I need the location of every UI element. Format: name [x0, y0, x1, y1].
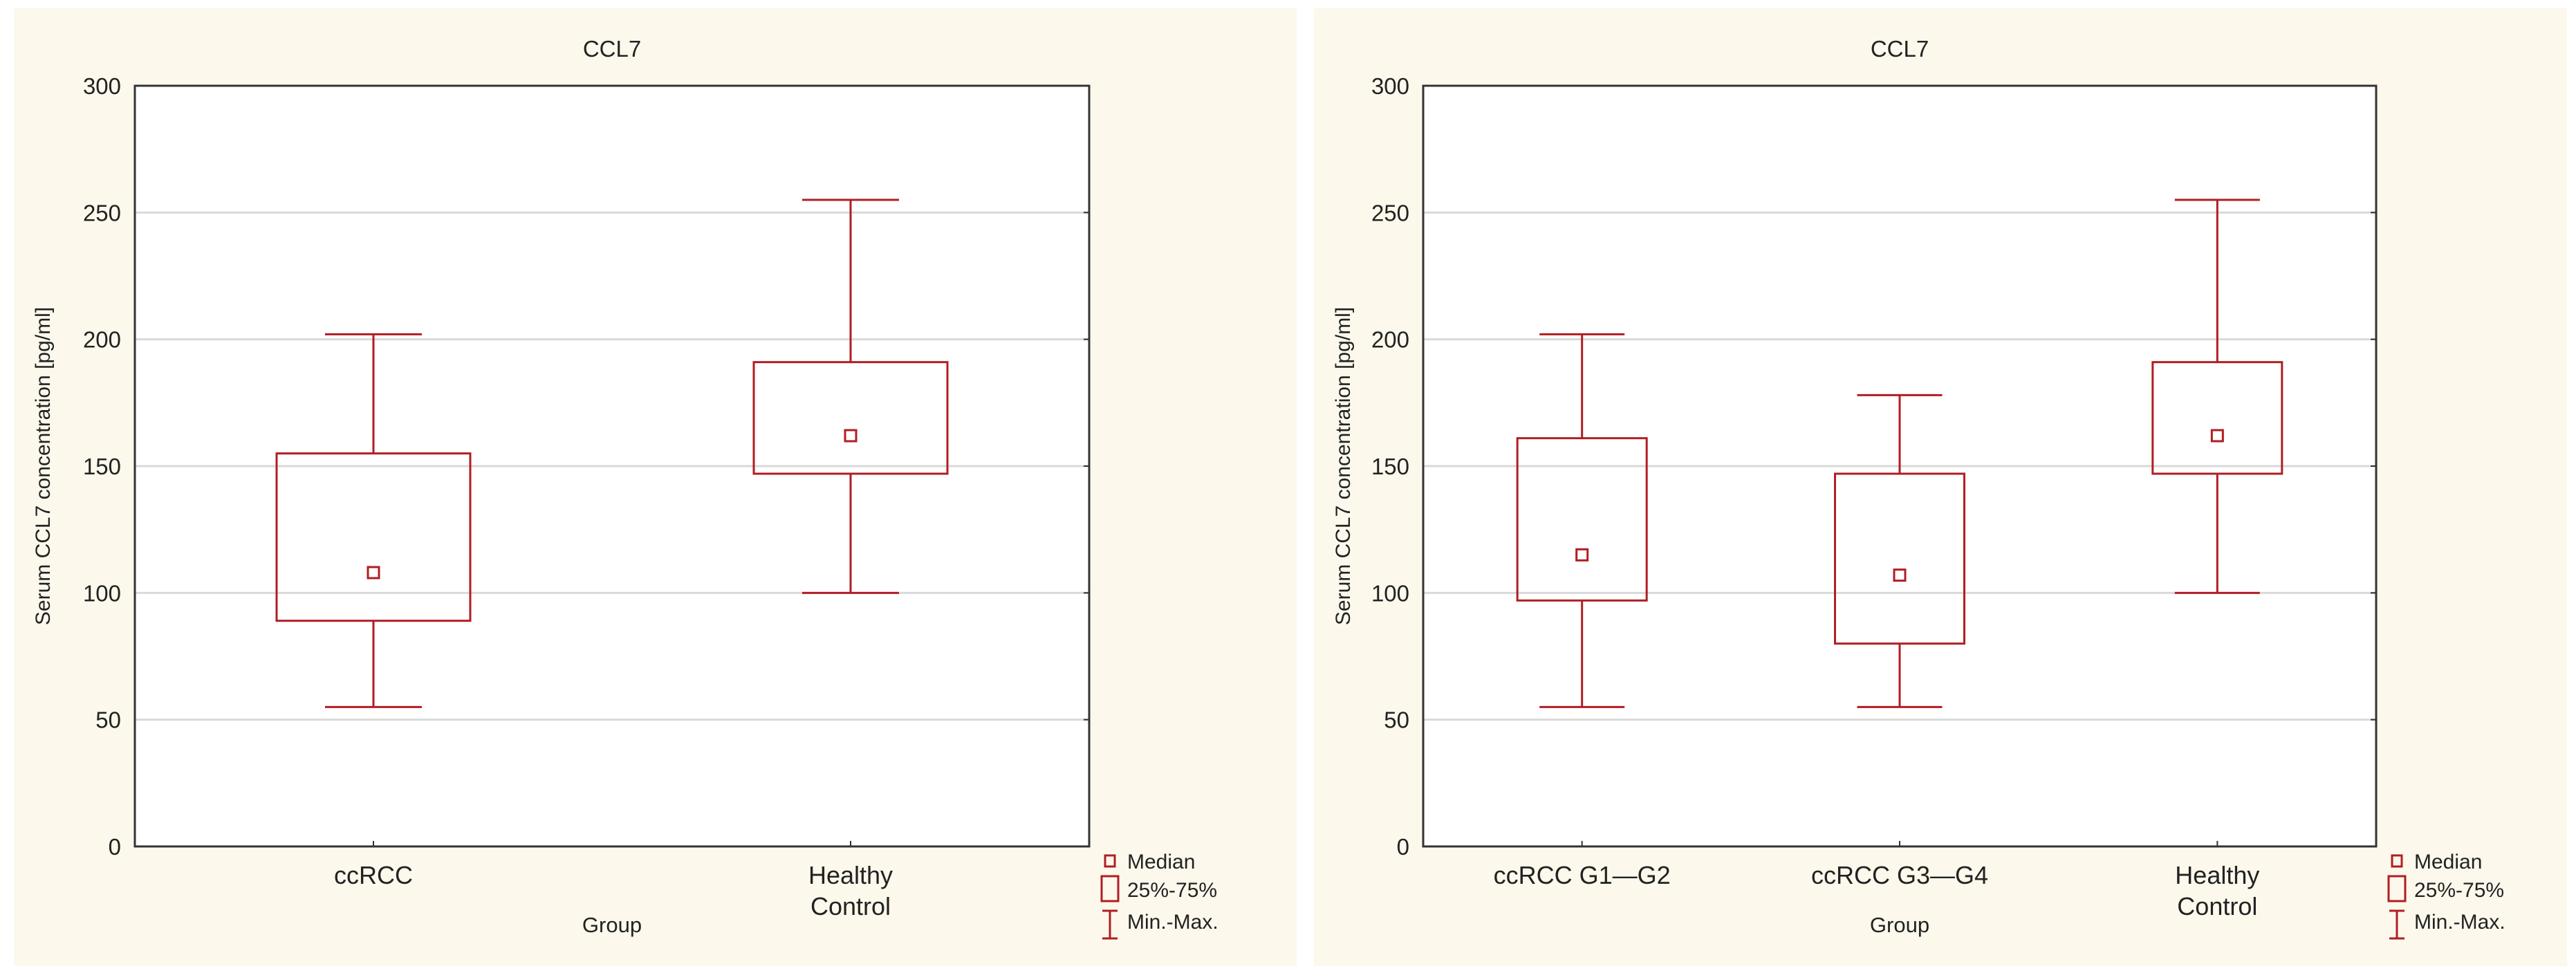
- median-marker: [367, 566, 380, 580]
- y-tick-label: 250: [83, 200, 121, 225]
- legend-box-icon: [1100, 875, 1120, 902]
- y-tick-label: 0: [109, 834, 121, 860]
- y-tick-label: 150: [1371, 454, 1409, 479]
- iqr-box: [275, 452, 472, 622]
- iqr-box: [2151, 361, 2283, 475]
- x-axis-label: Group: [1870, 913, 1929, 937]
- box-ccrcc-g1-g2: ccRCC G1—G2: [1494, 333, 1671, 889]
- legend-label: Min.-Max.: [1127, 911, 1218, 934]
- box-healthy-control: Healthy Control: [2151, 198, 2283, 920]
- y-tick-label: 300: [83, 73, 121, 99]
- y-axis-label: Serum CCL7 concentration [pg/ml]: [1332, 307, 1355, 625]
- box-ccrcc: ccRCC: [275, 333, 472, 889]
- y-tick-label: 200: [83, 327, 121, 353]
- x-tick-label: ccRCC: [334, 861, 413, 889]
- x-tick-label: Healthy: [2175, 861, 2259, 889]
- y-tick-label: 300: [1371, 73, 1409, 99]
- y-tick-label: 0: [1397, 834, 1409, 860]
- legend-label: Median: [2414, 851, 2482, 873]
- x-tick-label: Control: [2177, 892, 2257, 920]
- legend-label: 25%-75%: [2414, 879, 2504, 902]
- chart-panel-1: CCL7 0 50 100 150 200 250 300 Serum CCL7 concent…: [14, 8, 1297, 966]
- median-marker: [844, 429, 858, 443]
- x-axis-label: Group: [582, 913, 642, 937]
- plot-frame: [133, 84, 1091, 848]
- y-tick-label: 250: [1371, 200, 1409, 225]
- median-marker: [1575, 548, 1589, 562]
- iqr-box: [1516, 437, 1648, 602]
- box-healthy-control: Healthy Control: [752, 198, 949, 920]
- y-tick-label: 100: [83, 580, 121, 606]
- y-tick-label: 100: [1371, 580, 1409, 606]
- iqr-box: [752, 361, 949, 475]
- legend-median-icon: [1104, 854, 1116, 868]
- y-tick-label: 50: [95, 707, 121, 733]
- box-ccrcc-g3-g4: ccRCC G3—G4: [1811, 393, 1988, 889]
- y-tick-label: 200: [1371, 327, 1409, 353]
- chart-panel-2: CCL7 0 50 100 150 200 250 300 Serum CCL7 concent…: [1314, 8, 2567, 966]
- iqr-box: [1834, 472, 1965, 645]
- legend-box-icon: [2387, 875, 2407, 902]
- x-tick-label: ccRCC G3—G4: [1811, 861, 1988, 889]
- median-marker: [2210, 429, 2224, 443]
- legend-label: Min.-Max.: [2414, 911, 2505, 934]
- chart-title: CCL7: [583, 36, 641, 62]
- x-tick-label: Healthy: [808, 861, 893, 889]
- y-tick-label: 150: [83, 454, 121, 479]
- x-tick-label: Control: [810, 892, 891, 920]
- legend: Median 25%-75% Min.-Max.: [1100, 851, 1218, 940]
- x-tick-label: ccRCC G1—G2: [1494, 861, 1671, 889]
- legend: Median 25%-75% Min.-Max.: [2387, 851, 2505, 940]
- legend-label: Median: [1127, 851, 1195, 873]
- legend-label: 25%-75%: [1127, 879, 1217, 902]
- legend-median-icon: [2391, 854, 2403, 868]
- chart-title: CCL7: [1871, 36, 1929, 62]
- y-tick-label: 50: [1384, 707, 1409, 733]
- y-axis-label: Serum CCL7 concentration [pg/ml]: [32, 307, 55, 625]
- median-marker: [1893, 568, 1907, 582]
